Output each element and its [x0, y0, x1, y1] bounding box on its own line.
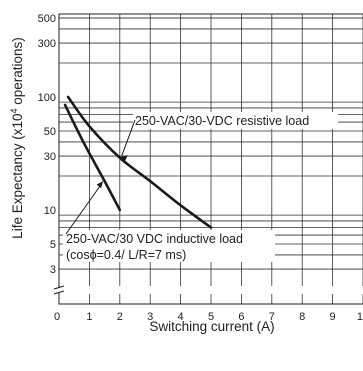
x-tick-label: 7 [269, 311, 275, 323]
inductive-load-curve [63, 103, 122, 212]
series-layer [63, 95, 213, 229]
y-tick-label: 10 [44, 205, 56, 217]
resistive-label-arrowhead [120, 155, 128, 162]
y-tick-label: 500 [38, 13, 56, 25]
y-axis-title-superscript: 4 [9, 108, 19, 113]
resistive-label-bg [133, 112, 338, 129]
x-tick-label: 5 [208, 311, 214, 323]
inductive-load-condition: (cosϕ=0.4/ L/R=7 ms) [66, 248, 186, 262]
resistive-label-leader [121, 119, 136, 156]
axis-break-mark [53, 285, 65, 290]
x-tick-label: 1 [86, 311, 92, 323]
y-tick-label: 3 [50, 264, 56, 276]
label-layer: 50030010050301053012345678910250-VAC/30-… [38, 13, 363, 323]
x-tick-label: 4 [178, 311, 184, 323]
axis-break-gap [56, 287, 62, 293]
y-tick-label: 50 [44, 126, 56, 138]
y-tick-label: 30 [44, 151, 56, 163]
x-tick-label: 3 [147, 311, 153, 323]
axis-break-mark [53, 290, 65, 295]
y-axis-title: Life Expectancy (x104 operations) [9, 37, 25, 239]
inductive-label-leader [65, 182, 103, 235]
y-tick-label: 300 [38, 38, 56, 50]
y-tick-label: 100 [38, 92, 56, 104]
inductive-label-arrowhead [96, 181, 104, 189]
resistive-load-curve [66, 95, 213, 229]
inductive-label-bg [63, 230, 275, 262]
inductive-load-label: 250-VAC/30 VDC inductive load [66, 232, 243, 246]
x-axis-title: Switching current (A) [149, 319, 274, 334]
x-tick-label: 6 [238, 311, 244, 323]
y-tick-label: 5 [50, 239, 56, 251]
y-axis-title-tail: operations) [10, 37, 25, 108]
x-tick-label: 9 [330, 311, 336, 323]
resistive-load-label: 250-VAC/30-VDC resistive load [135, 114, 309, 128]
x-tick-label: 8 [299, 311, 305, 323]
x-tick-label: 0 [54, 311, 60, 323]
y-axis-title-main: Life Expectancy (x10 [10, 113, 25, 238]
x-tick-label: 2 [117, 311, 123, 323]
x-tick-label: 10 [357, 311, 363, 323]
